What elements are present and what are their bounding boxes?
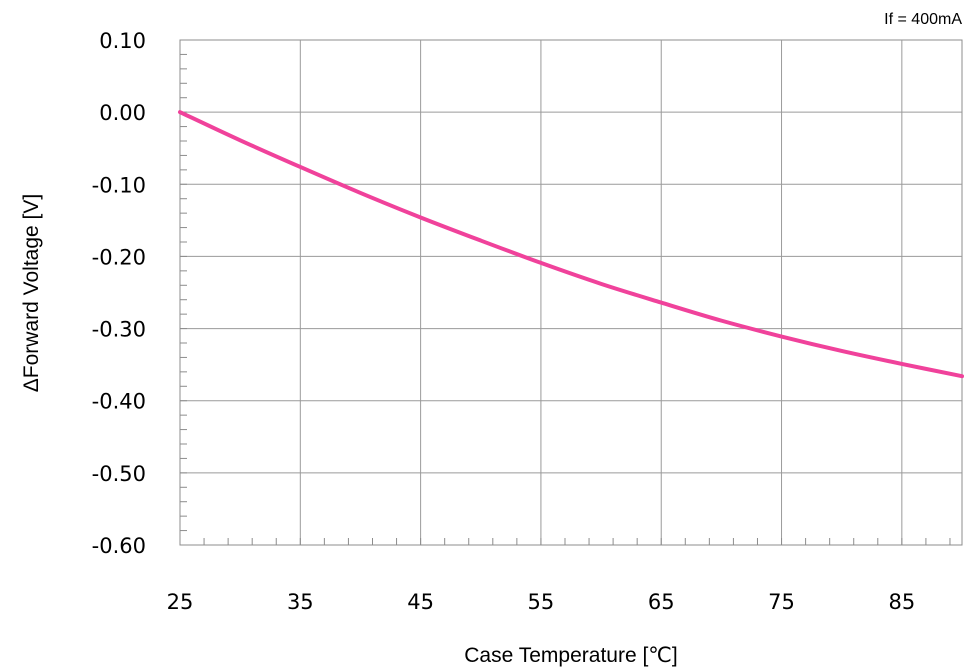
plot-area [179, 39, 963, 546]
y-axis-label: ΔForward Voltage [V] [20, 194, 43, 392]
y-tick-label: -0.40 [92, 390, 146, 414]
series-layer [178, 110, 964, 379]
y-tick-label: -0.10 [92, 173, 146, 197]
x-tick-label: 55 [528, 590, 555, 614]
x-tick-label: 65 [648, 590, 675, 614]
grid [180, 40, 962, 545]
y-tick-label: -0.20 [92, 245, 146, 269]
x-tick-label: 45 [407, 590, 434, 614]
y-tick-label: 0.10 [99, 29, 146, 53]
y-tick-label: -0.50 [92, 462, 146, 486]
x-tick-label: 85 [888, 590, 915, 614]
minor-ticks [179, 39, 951, 546]
y-tick-label: -0.30 [92, 318, 146, 342]
x-axis-label: Case Temperature [℃] [464, 644, 677, 667]
tick-labels: 0.10 0.00 -0.10 -0.20 -0.30 -0.40 -0.50 -0.60 25… [92, 29, 916, 614]
y-tick-label: -0.60 [92, 534, 146, 558]
x-tick-label: 25 [167, 590, 194, 614]
y-tick-label: 0.00 [99, 101, 146, 125]
series-line [178, 110, 964, 379]
x-tick-label: 35 [287, 590, 314, 614]
x-tick-label: 75 [768, 590, 795, 614]
condition-annotation: If = 400mA [884, 11, 962, 28]
